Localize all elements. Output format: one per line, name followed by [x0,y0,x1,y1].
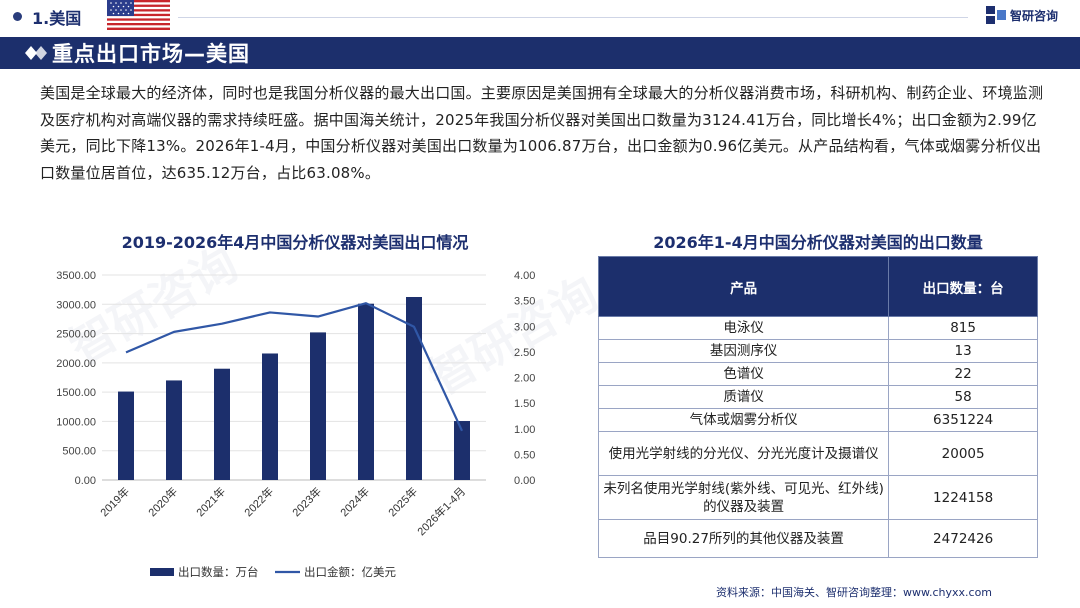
y-left-tick-label: 0.00 [75,475,96,487]
y-left-tick-label: 500.00 [62,446,96,458]
x-tick-label: 2025年 [385,484,420,519]
y-right-tick-label: 0.50 [514,449,535,461]
x-tick-label: 2026年1-4月 [414,484,468,538]
y-left-tick-label: 3000.00 [56,299,96,311]
export-chart: 0.00 500.00 1000.00 1500.00 2000.00 2500.00 30… [56,270,535,579]
header-quantity: 出口数量：台 [888,256,1038,317]
legend-bar-swatch [150,568,174,576]
quantity-cell: 13 [888,339,1038,363]
legend-bar-label: 出口数量：万台 [178,565,259,579]
bar [262,353,278,480]
y-right-tick-label: 3.50 [514,296,535,308]
y-right-tick-label: 1.00 [514,424,535,436]
table-row: 基因测序仪 13 [597,339,1038,363]
bar [214,368,230,480]
section-label: 1.美国 [32,9,82,28]
product-table: 产品 出口数量：台 电泳仪 815 基因测序仪 13 色谱仪 22 质谱仪 58… [597,256,1038,558]
bar [166,380,182,480]
x-tick-label: 2019年 [97,484,132,519]
product-cell: 电泳仪 [597,316,890,340]
page-title: 重点出口市场—美国 [52,42,250,66]
table-header-row: 产品 出口数量：台 [597,256,1038,317]
bar [118,391,134,480]
quantity-cell: 6351224 [888,408,1038,432]
y-right-tick-label: 1.50 [514,398,535,410]
y-left-tick-label: 3500.00 [56,270,96,282]
product-cell: 品目90.27所列的其他仪器及装置 [597,519,890,558]
quantity-cell: 58 [888,385,1038,409]
quantity-cell: 815 [888,316,1038,340]
bar [406,296,422,480]
header-divider [178,17,968,18]
table-row: 电泳仪 815 [597,316,1038,340]
bar [358,303,374,480]
y-left-tick-label: 1500.00 [56,387,96,399]
table-row: 使用光学射线的分光仪、分光光度计及摄谱仪 20005 [597,431,1038,476]
logo-mark-icon [986,6,1006,24]
x-tick-label: 2021年 [193,484,228,519]
summary-paragraph: 美国是全球最大的经济体，同时也是我国分析仪器的最大出口国。主要原因是美国拥有全球… [40,84,1044,182]
legend-line-label: 出口金额：亿美元 [304,565,396,579]
product-cell: 质谱仪 [597,385,890,409]
x-tick-label: 2020年 [145,484,180,519]
brand-logo: 智研咨询 [986,5,1058,25]
y-right-tick-label: 0.00 [514,475,535,487]
header-product: 产品 [597,256,890,317]
product-cell: 气体或烟雾分析仪 [597,408,890,432]
table-row: 气体或烟雾分析仪 6351224 [597,408,1038,432]
table-row: 质谱仪 58 [597,385,1038,409]
line-series [125,302,463,432]
table-row: 品目90.27所列的其他仪器及装置 2472426 [597,519,1038,558]
bullet-dot [13,12,22,21]
product-cell: 基因测序仪 [597,339,890,363]
product-cell: 未列名使用光学射线(紫外线、可见光、红外线)的仪器及装置 [597,475,890,520]
product-cell: 使用光学射线的分光仪、分光光度计及摄谱仪 [597,431,890,476]
y-right-tick-label: 3.00 [514,321,535,333]
y-right-tick-label: 2.50 [514,347,535,359]
logo-text: 智研咨询 [1010,8,1059,23]
title-bar: 重点出口市场—美国 [0,37,1080,69]
product-cell: 色谱仪 [597,362,890,386]
table-row: 未列名使用光学射线(紫外线、可见光、红外线)的仪器及装置 1224158 [597,475,1038,520]
us-flag-icon [107,0,170,30]
quantity-cell: 20005 [888,431,1038,476]
source-note: 资料来源：中国海关、智研咨询整理：www.chyxx.com [716,586,993,599]
y-left-tick-label: 2500.00 [56,329,96,341]
y-left-tick-label: 1000.00 [56,416,96,428]
bar [310,332,326,480]
chart-title: 2019-2026年4月中国分析仪器对美国出口情况 [121,233,469,252]
quantity-cell: 1224158 [888,475,1038,520]
x-tick-label: 2024年 [337,484,372,519]
diamond-icon [25,46,47,60]
x-tick-label: 2023年 [289,484,324,519]
table-title: 2026年1-4月中国分析仪器对美国的出口数量 [653,233,983,252]
table-row: 色谱仪 22 [597,362,1038,386]
y-left-tick-label: 2000.00 [56,358,96,370]
x-tick-label: 2022年 [241,484,276,519]
bar [454,421,470,480]
quantity-cell: 2472426 [888,519,1038,558]
y-right-tick-label: 4.00 [514,270,535,282]
quantity-cell: 22 [888,362,1038,386]
y-right-tick-label: 2.00 [514,373,535,385]
